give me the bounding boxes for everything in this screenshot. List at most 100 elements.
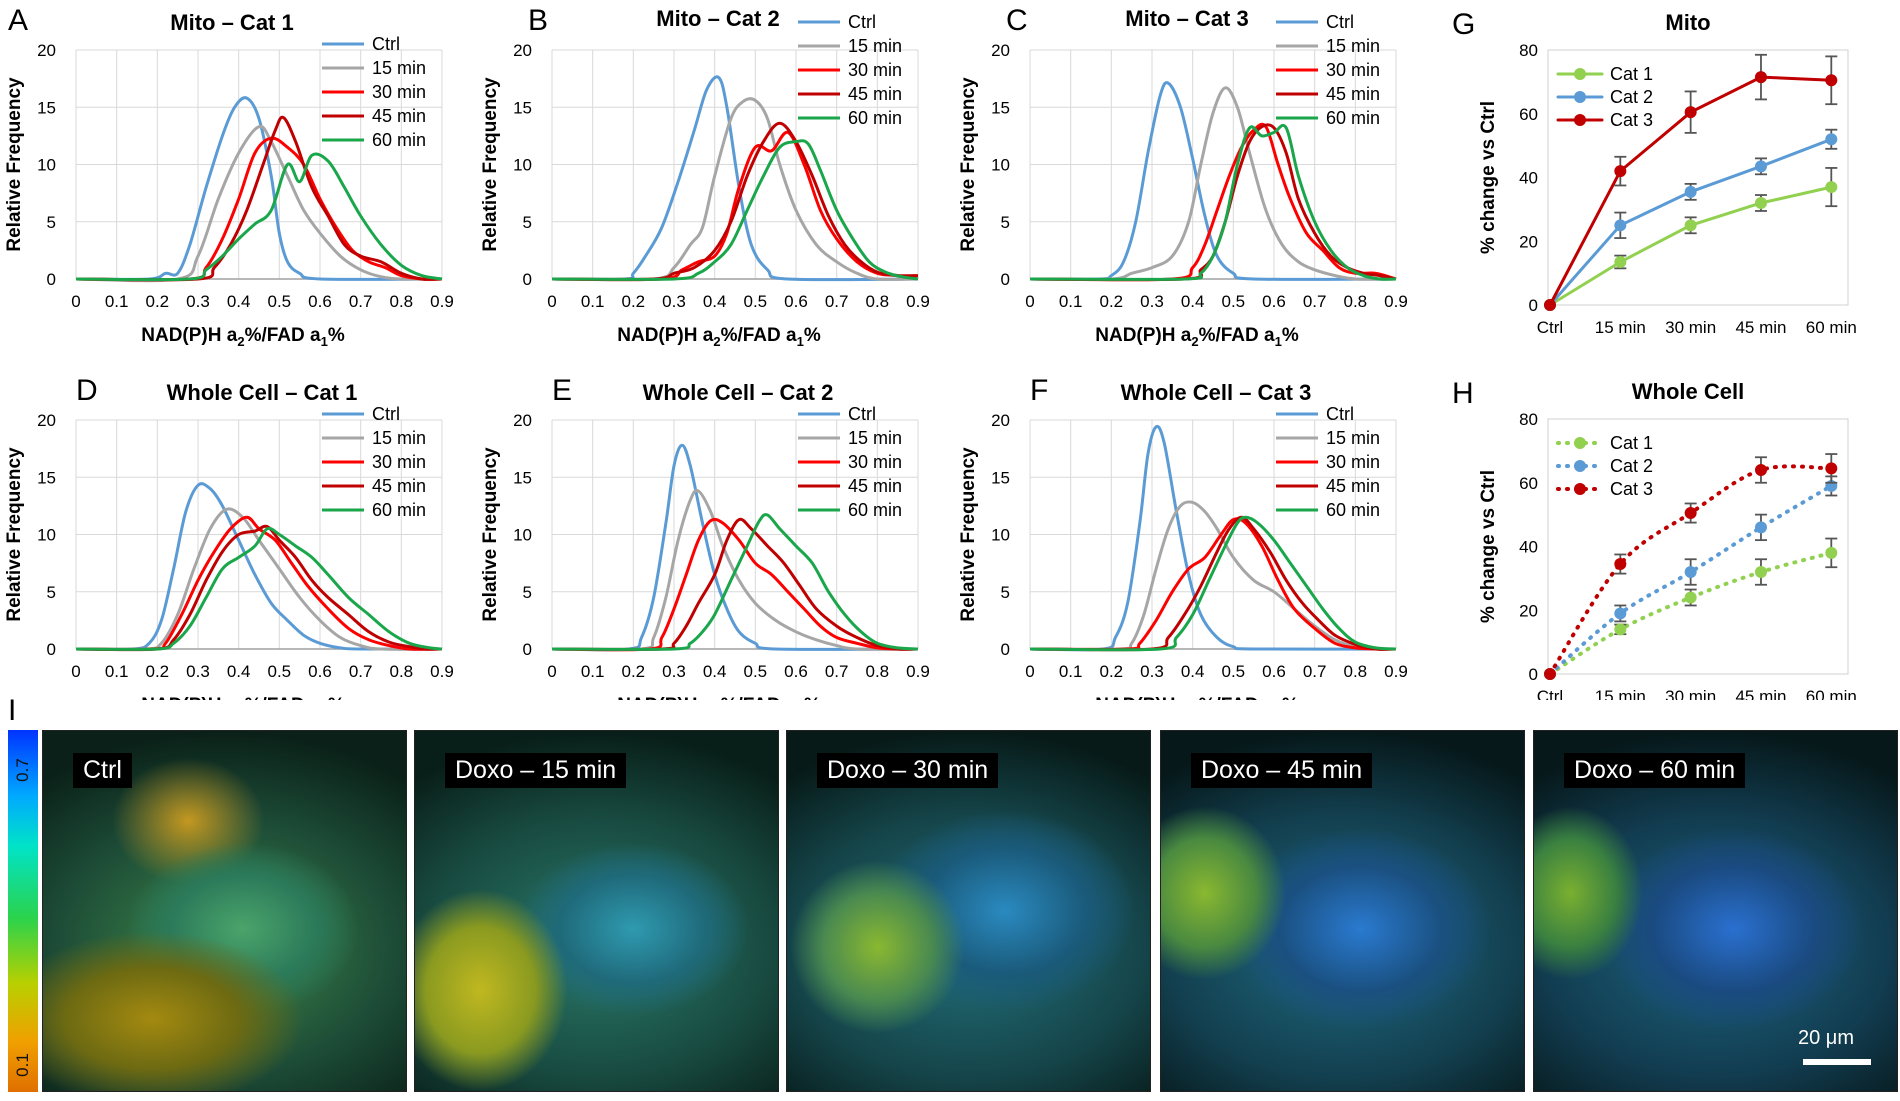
y-axis-label: Relative Frequency [958, 447, 979, 622]
y-tick-label: 20 [513, 41, 532, 60]
panel-letter: H [1452, 377, 1474, 410]
label-part: % [804, 695, 821, 700]
x-tick-label: 0.3 [186, 662, 210, 681]
histogram-panel-f: 0 0.1 0.2 0.3 0.4 0.5 0.6 0.7 0.8 0.9 0 5 10 15 20 Ctrl… [958, 374, 1408, 700]
x-tick-label: 0 [547, 662, 556, 681]
y-tick-label: 0 [47, 270, 56, 289]
x-tick-label: 0.2 [146, 662, 170, 681]
x-axis-label: NAD(P)H a2%/FAD a1% [617, 325, 821, 349]
x-tick-label: 0.6 [308, 662, 332, 681]
y-tick-label: 10 [37, 526, 56, 545]
series-line-30-min [75, 136, 443, 282]
label-part: NAD(P)H a [617, 325, 713, 346]
series-line-45-min [551, 517, 919, 651]
series-line-cat-3 [1548, 464, 1834, 676]
data-point [1825, 181, 1838, 194]
legend-label: 30 min [848, 60, 902, 80]
x-tick-label: 60 min [1806, 318, 1857, 337]
x-tick-label: 15 min [1595, 687, 1646, 700]
y-tick-label: 20 [1519, 601, 1538, 620]
series-line-30-min [75, 515, 443, 651]
legend-label: 60 min [848, 500, 902, 520]
y-tick-label: 10 [513, 156, 532, 175]
y-tick-label: 60 [1519, 474, 1538, 493]
label-part: %/FAD a [721, 325, 797, 346]
data-point [1684, 591, 1697, 604]
legend-label: 30 min [372, 82, 426, 102]
x-tick-label: 0.4 [227, 662, 251, 681]
y-tick-label: 5 [523, 213, 532, 232]
image-15min [415, 731, 778, 1091]
y-tick-label: 15 [513, 98, 532, 117]
data-point [1614, 558, 1627, 571]
x-tick-label: 0.7 [1303, 662, 1327, 681]
panel-letter: E [552, 374, 572, 407]
data-point [1684, 219, 1697, 232]
panel-letter: F [1030, 374, 1048, 407]
data-point [1754, 71, 1767, 84]
y-tick-label: 20 [37, 411, 56, 430]
x-tick-label: 0.1 [581, 662, 605, 681]
x-tick-label: 30 min [1665, 318, 1716, 337]
x-tick-label: 0.1 [105, 662, 129, 681]
legend-label: 15 min [372, 58, 426, 78]
y-tick-label: 5 [47, 583, 56, 602]
legend-label: 30 min [1326, 452, 1380, 472]
data-point [1614, 219, 1627, 232]
y-tick-label: 0 [523, 270, 532, 289]
label-part: % [1282, 325, 1299, 346]
y-tick-label: 40 [1519, 538, 1538, 557]
x-tick-label: 0.4 [227, 292, 251, 311]
x-tick-label: 0.9 [430, 662, 454, 681]
label-part: NAD(P)H a [617, 695, 713, 700]
data-point [1825, 133, 1838, 146]
data-point [1614, 607, 1627, 620]
x-tick-label: 0.3 [1140, 662, 1164, 681]
legend-label: 30 min [848, 452, 902, 472]
label-part: NAD(P)H a [141, 695, 237, 700]
series-line-60-min [1029, 123, 1397, 281]
y-tick-label: 5 [1001, 583, 1010, 602]
y-tick-label: 0 [1529, 665, 1538, 684]
data-point [1825, 462, 1838, 475]
y-axis-label: Relative Frequency [4, 447, 25, 622]
x-tick-label: 0.1 [1059, 292, 1083, 311]
data-point [1614, 623, 1627, 636]
label-part: % [804, 325, 821, 346]
data-point [1825, 546, 1838, 559]
y-tick-label: 20 [991, 41, 1010, 60]
x-tick-label: 0.3 [186, 292, 210, 311]
colorbar-top-label: 0.7 [12, 758, 32, 782]
x-axis-label: NAD(P)H a2%/FAD a1% [141, 695, 345, 700]
data-point [1684, 106, 1697, 119]
x-axis-label: NAD(P)H a2%/FAD a1% [1095, 695, 1299, 700]
series-line-30-min [551, 517, 919, 652]
label-part: %/FAD a [721, 695, 797, 700]
subscript: 1 [797, 334, 804, 349]
y-tick-label: 0 [47, 640, 56, 659]
x-tick-label: 0.5 [1222, 662, 1246, 681]
x-tick-label: 45 min [1735, 687, 1786, 700]
legend-label: Ctrl [372, 34, 400, 54]
panel-letter: B [528, 4, 548, 37]
series-line-15-min [551, 488, 919, 652]
scale-bar [1803, 1059, 1871, 1065]
histogram-panel-d: 0 0.1 0.2 0.3 0.4 0.5 0.6 0.7 0.8 0.9 0 5 10 15 20 Ctrl… [4, 374, 454, 700]
legend-marker [1574, 460, 1586, 472]
legend-label: 60 min [1326, 108, 1380, 128]
image-label-ctrl: Ctrl [73, 753, 132, 788]
image-ctrl [43, 731, 406, 1091]
histogram-panel-a: 0 0.1 0.2 0.3 0.4 0.5 0.6 0.7 0.8 0.9 0 5 10 15 20 Ctrl… [4, 4, 454, 349]
x-tick-label: 0.7 [1303, 292, 1327, 311]
x-tick-label: 0.8 [1344, 292, 1368, 311]
x-tick-label: 0.6 [784, 292, 808, 311]
legend-marker [1574, 91, 1586, 103]
legend-label: 15 min [848, 428, 902, 448]
y-axis-label: % change vs Ctrl [1478, 470, 1499, 623]
series-line-45-min [551, 121, 919, 281]
legend-label: Cat 1 [1610, 433, 1653, 453]
y-tick-label: 15 [991, 468, 1010, 487]
panel-letter: C [1006, 4, 1028, 37]
x-tick-label: 0.9 [906, 292, 930, 311]
legend-label: 45 min [372, 106, 426, 126]
